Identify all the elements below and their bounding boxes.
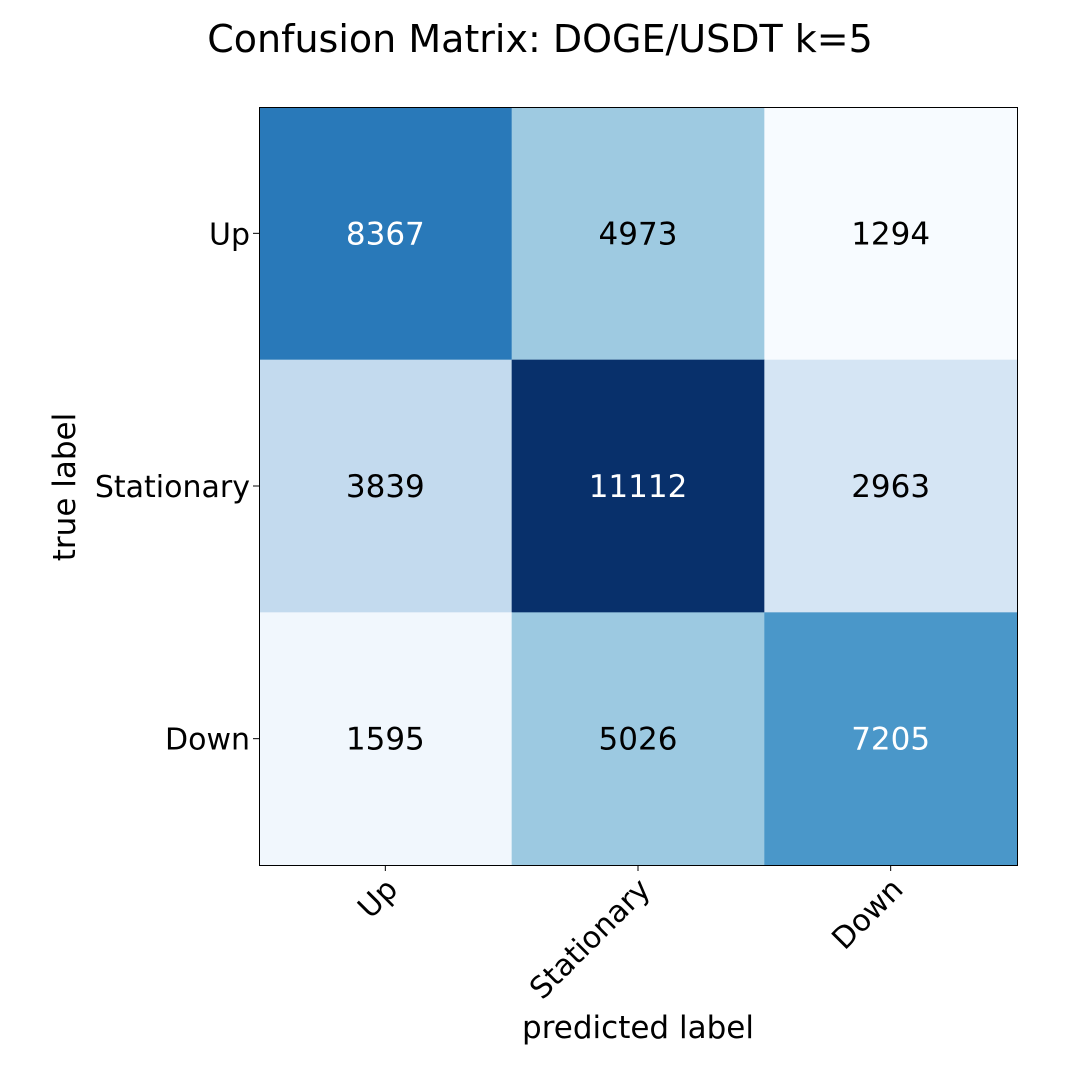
heatmap-cell [764, 359, 1018, 613]
x-axis-label: predicted label [522, 1010, 754, 1046]
y-axis-label: true label [47, 413, 83, 561]
axes-frame [259, 107, 1018, 866]
x-tick-label: Stationary [523, 872, 657, 1006]
cell-value-label: 5026 [599, 722, 678, 758]
x-tick-label: Up [351, 872, 405, 926]
cell-value-label: 7205 [851, 722, 930, 758]
y-tick-label: Down [165, 723, 250, 758]
heatmap-cell [764, 107, 1018, 361]
heatmap-cell [259, 359, 513, 613]
heatmap-cell [259, 612, 513, 866]
heatmap-cell [511, 107, 765, 361]
heatmap-cell [511, 359, 765, 613]
cell-value-label: 2963 [851, 469, 930, 505]
chart-title: Confusion Matrix: DOGE/USDT k=5 [207, 17, 873, 61]
y-tick-label: Up [209, 217, 250, 252]
cell-value-label: 11112 [589, 469, 688, 505]
heatmap-cell [764, 612, 1018, 866]
cell-value-label: 4973 [599, 216, 678, 252]
cell-value-label: 3839 [346, 469, 425, 505]
x-tick-label: Down [825, 872, 910, 957]
cell-value-label: 1595 [346, 722, 425, 758]
y-tick-label: Stationary [95, 470, 250, 505]
cell-value-label: 1294 [851, 216, 930, 252]
cell-value-label: 8367 [346, 216, 425, 252]
heatmap-cell [259, 107, 513, 361]
heatmap-cell [511, 612, 765, 866]
heatmap-cells: 8367 4973 1294 3839 11112 2963 1595 5026 7205 [259, 107, 1018, 866]
